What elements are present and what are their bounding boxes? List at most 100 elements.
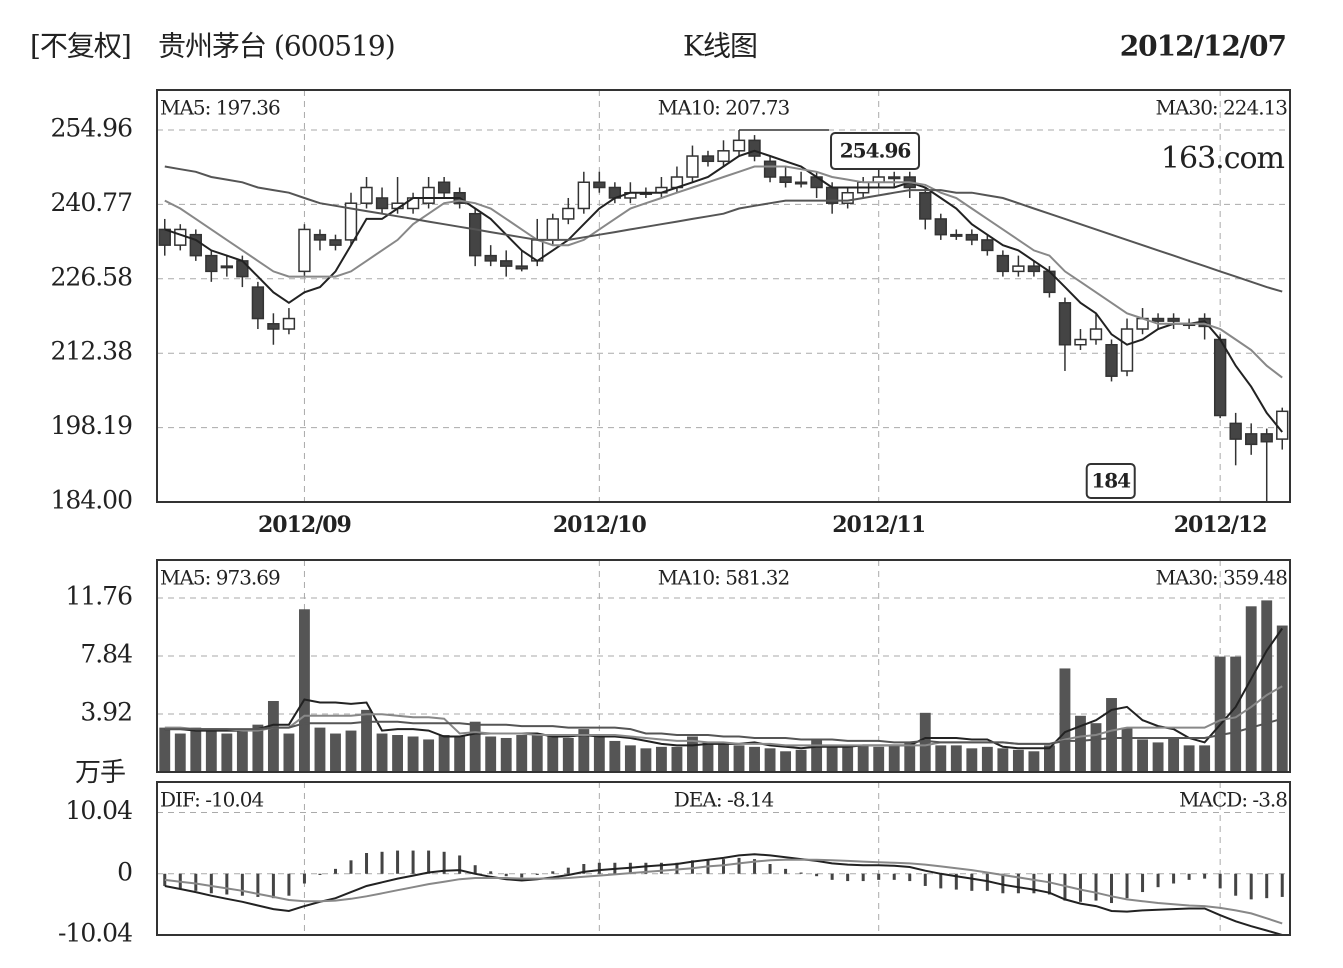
y-tick-label: 212.38 xyxy=(51,337,133,366)
volume-bar xyxy=(345,730,357,772)
candle-body xyxy=(158,228,171,246)
candle-body xyxy=(205,254,218,273)
candle-body xyxy=(251,286,265,320)
legend-entry: MA30: 359.48 xyxy=(1156,566,1288,590)
volume-bar xyxy=(640,748,652,772)
candle-body xyxy=(794,181,808,185)
volume-bar xyxy=(826,745,838,772)
candle-body xyxy=(1105,343,1118,377)
candle-body xyxy=(1213,338,1227,417)
panel-border xyxy=(156,559,1291,773)
volume-bar xyxy=(578,729,590,772)
volume-bar xyxy=(888,745,900,772)
candle-body xyxy=(996,254,1010,273)
candle-body xyxy=(779,176,792,184)
legend-entry: MACD: -3.8 xyxy=(1179,788,1287,812)
volume-bar xyxy=(221,733,233,772)
candle-body xyxy=(1245,433,1258,446)
candle-body xyxy=(329,239,342,246)
volume-bar xyxy=(1012,749,1024,772)
volume-bar xyxy=(624,745,636,772)
volume-bar xyxy=(687,736,698,772)
volume-bar xyxy=(1152,742,1164,772)
volume-bar xyxy=(299,609,310,772)
volume-bar xyxy=(1090,723,1102,772)
y-tick-label: 7.84 xyxy=(80,640,132,669)
volume-bar xyxy=(795,749,807,772)
candle-body xyxy=(593,181,606,189)
volume-bar xyxy=(1121,727,1133,772)
y-tick-label: 226.58 xyxy=(51,262,133,291)
volume-bar xyxy=(904,742,916,772)
volume-bar xyxy=(857,745,869,772)
adjustment-label: [不复权] xyxy=(30,30,131,63)
candle-body xyxy=(1151,317,1165,322)
candle-body xyxy=(919,191,932,220)
volume-bar xyxy=(950,745,962,772)
volume-bar xyxy=(1059,668,1071,772)
callout-box xyxy=(830,132,921,171)
volume-bar xyxy=(236,730,248,772)
panel-border xyxy=(156,89,1291,503)
volume-bar xyxy=(1214,656,1226,772)
volume-bar xyxy=(842,746,854,772)
candle-body xyxy=(484,254,497,262)
volume-bar xyxy=(733,745,745,772)
volume-bar xyxy=(330,733,341,772)
candle-body xyxy=(841,191,854,204)
volume-bar xyxy=(966,748,978,772)
callout-box xyxy=(1085,463,1136,499)
volume-bar xyxy=(438,735,450,772)
volume-bar xyxy=(376,733,388,772)
legend-entry: MA5: 197.36 xyxy=(160,96,280,120)
volume-bar xyxy=(516,735,528,772)
volume-bar xyxy=(1183,745,1195,772)
candle-body xyxy=(1089,328,1103,341)
candle-body xyxy=(313,233,327,241)
candle-body xyxy=(763,160,777,178)
watermark: 163.com xyxy=(1161,141,1285,176)
y-tick-label: 240.77 xyxy=(51,188,133,217)
volume-bar xyxy=(780,751,792,772)
candle-body xyxy=(888,176,901,180)
volume-bar xyxy=(205,730,217,772)
candle-body xyxy=(562,207,575,220)
volume-bar xyxy=(935,745,947,772)
volume-bar xyxy=(1106,698,1117,772)
volume-bar xyxy=(919,712,931,772)
panel-border xyxy=(156,781,1291,936)
candle-body xyxy=(546,218,559,241)
legend-entry: MA10: 207.73 xyxy=(658,96,790,120)
candle-body xyxy=(1027,265,1041,273)
candle-body xyxy=(236,260,249,278)
candle-body xyxy=(282,317,296,330)
indicator-line xyxy=(164,858,1283,925)
indicator-line xyxy=(164,149,1283,433)
candle-body xyxy=(515,265,528,270)
chart-title: K线图 xyxy=(683,30,757,63)
candle-body xyxy=(1074,338,1087,346)
y-tick-label: 198.19 xyxy=(51,411,133,440)
volume-bar xyxy=(718,742,729,772)
candle-body xyxy=(437,181,451,194)
volume-bar xyxy=(1168,737,1180,772)
candle-body xyxy=(344,202,358,241)
volume-bar xyxy=(702,742,714,772)
candle-body xyxy=(220,265,234,269)
candle-body xyxy=(468,212,482,257)
volume-bar xyxy=(1199,745,1211,772)
legend-entry: MA10: 581.32 xyxy=(658,566,789,590)
candle-body xyxy=(1058,302,1072,346)
volume-bar xyxy=(485,736,497,772)
volume-bar xyxy=(423,739,435,772)
volume-bar xyxy=(1028,751,1040,772)
volume-bar xyxy=(469,721,481,772)
candle-body xyxy=(1229,422,1242,440)
candle-body xyxy=(965,233,979,241)
candle-body xyxy=(717,150,730,163)
indicator-line xyxy=(164,165,1283,293)
volume-bar xyxy=(407,736,419,772)
candle-body xyxy=(981,239,994,252)
y-tick-label: -10.04 xyxy=(58,919,132,948)
